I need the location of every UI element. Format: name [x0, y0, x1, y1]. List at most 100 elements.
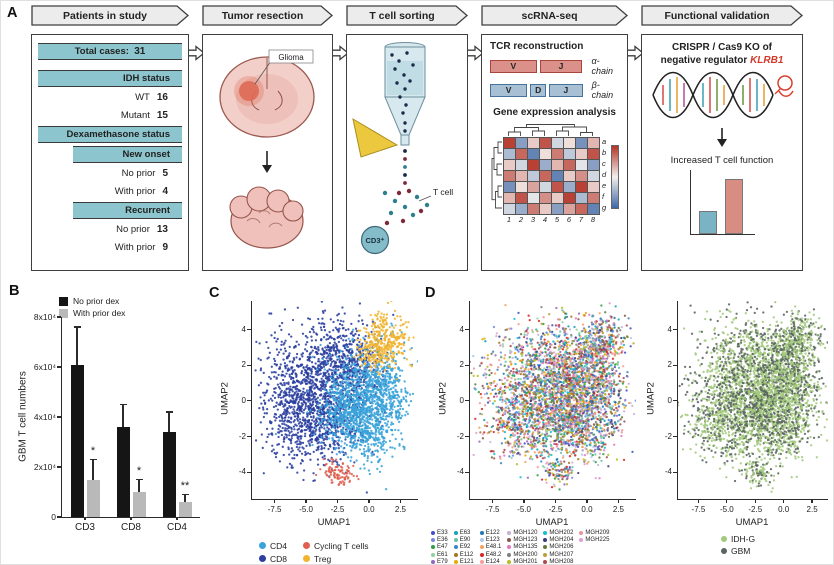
- error-cap: [89, 458, 97, 461]
- recurrent-no-prior-row: No prior 13: [38, 222, 182, 237]
- beta-chain-row: V D J β-chain: [490, 80, 619, 100]
- heatmap-cell: [516, 171, 527, 181]
- legend-dot: [543, 552, 548, 557]
- banner-patients: Patients in study: [31, 5, 189, 26]
- banner-title: Functional validation: [664, 9, 770, 22]
- x-tick-mark: [783, 499, 785, 503]
- legend-label: GBM: [731, 546, 751, 556]
- y-tick-mark: [465, 435, 469, 438]
- legend-dot: [431, 560, 435, 564]
- mutant-label: Mutant: [120, 110, 150, 121]
- x-tick-mark: [617, 499, 619, 503]
- heatmap-cell: [516, 149, 527, 159]
- legend-label: IDH-G: [731, 534, 756, 544]
- dna-crispr-illustration: [652, 71, 794, 119]
- bar-no-prior-dex: [162, 432, 176, 517]
- with-prior-value: 4: [162, 186, 168, 197]
- heatmap-cell: [540, 171, 551, 181]
- legend-dot: [507, 530, 512, 535]
- legend-label: MGH225: [585, 537, 610, 544]
- legend-dot: [543, 538, 548, 543]
- legend-label: E48.1: [485, 544, 502, 551]
- legend-item: E36: [431, 536, 448, 543]
- heatmap-col-label: 1: [506, 215, 512, 224]
- tumor-resection-box: Glioma: [202, 34, 333, 271]
- panel-d-label: D: [425, 285, 436, 301]
- heatmap-cell: [588, 149, 599, 159]
- panel-b: B No prior dex With prior dex GBM T cell…: [7, 283, 205, 564]
- banner-shape: [641, 5, 803, 26]
- x-tick-mark: [305, 499, 307, 503]
- banner-scrna: scRNA-seq: [481, 5, 628, 26]
- new-onset-with-prior-row: With prior 4: [38, 184, 182, 199]
- y-tick-label: 4: [459, 324, 464, 334]
- y-tick-mark: [673, 435, 677, 438]
- panel-c: C UMAP2 -7.5 -5.0 -2.5 0.0 2.5 4 2 0 -2 -4 UMAP1 …: [207, 283, 421, 564]
- with-prior-value: 9: [162, 242, 168, 253]
- legend-label: With prior dex: [73, 308, 126, 318]
- heatmap-cell: [588, 138, 599, 148]
- no-prior-label: No prior: [121, 168, 156, 179]
- legend-dot: [507, 560, 512, 564]
- umap-idh-gbm-points: [678, 301, 828, 499]
- legend-item: E48.1: [479, 544, 502, 551]
- heatmap-cell: [528, 182, 539, 192]
- y-tick-label: 6x10⁴: [33, 362, 56, 372]
- cd3-label: CD3⁺: [366, 236, 385, 245]
- klrb1-gene-label: KLRB1: [750, 55, 784, 66]
- y-tick-label: 4: [667, 324, 672, 334]
- legend-dot: [721, 548, 727, 554]
- no-prior-label: No prior: [116, 224, 150, 235]
- validation-title-line1: CRISPR / Cas9 KO of: [671, 42, 773, 53]
- heatmap-cell: [564, 171, 575, 181]
- panel-b-label: B: [9, 283, 20, 299]
- heatmap-cell: [528, 138, 539, 148]
- y-tick-mark: [247, 400, 251, 402]
- y-tick-mark: [57, 516, 61, 518]
- y-tick-label: 2: [241, 360, 246, 370]
- legend-dot: [453, 530, 458, 535]
- heatmap-cell: [552, 204, 563, 214]
- sorted-stream-dots: [403, 149, 407, 185]
- heatmap-cell: [504, 193, 515, 203]
- umap-samples-plot: -7.5 -5.0 -2.5 0.0 2.5 4 2 0 -2 -4: [457, 301, 636, 514]
- x-tick-label: -7.5: [485, 505, 500, 514]
- legend-label: E124: [485, 559, 500, 565]
- heatmap-cell: [576, 138, 587, 148]
- x-tick-mark: [274, 499, 276, 503]
- heatmap-cell: [516, 182, 527, 192]
- legend-label: MGH201: [513, 559, 538, 565]
- legend-label: MGH208: [549, 559, 574, 565]
- y-tick-mark: [673, 328, 677, 331]
- scattered-cells: [382, 188, 430, 226]
- glioma-spot: [239, 81, 259, 101]
- legend-dot: [303, 555, 311, 562]
- heatmap-cell: [516, 193, 527, 203]
- legend-label: MGH135: [513, 544, 538, 551]
- y-tick-mark: [673, 400, 677, 402]
- y-tick-label: 4: [241, 324, 246, 334]
- umap1-axis-label: UMAP1: [735, 517, 769, 528]
- legend-item: MGH200: [507, 551, 537, 558]
- total-cases-label: Total cases:: [74, 46, 129, 57]
- legend-dot: [431, 552, 435, 557]
- error-bar: [168, 412, 170, 432]
- x-tick-label: 2.5: [612, 505, 624, 514]
- legend-label: E122: [485, 529, 500, 536]
- panel-d-idh-gbm: UMAP2 -7.5 -5.0 -2.5 0.0 2.5 4 2 0 -2 -4 UMAP1 ID…: [643, 283, 833, 564]
- heatmap-dendrogram-left: [491, 141, 502, 209]
- validation-result-label: Increased T cell function: [670, 155, 774, 166]
- legend-dot: [543, 545, 548, 550]
- bar-no-prior-dex: [116, 427, 130, 517]
- legend-label: E79: [437, 559, 448, 565]
- legend-dot: [303, 542, 311, 549]
- y-tick-label: 2: [459, 360, 464, 370]
- legend-label: E123: [485, 537, 500, 544]
- x-tick-mark: [130, 517, 132, 520]
- umap1-axis-label: UMAP1: [317, 517, 351, 528]
- bar-no-prior-dex: [70, 364, 84, 517]
- heatmap-cell: [552, 149, 563, 159]
- legend-swatch: [59, 308, 68, 318]
- legend-label: E112: [459, 551, 474, 558]
